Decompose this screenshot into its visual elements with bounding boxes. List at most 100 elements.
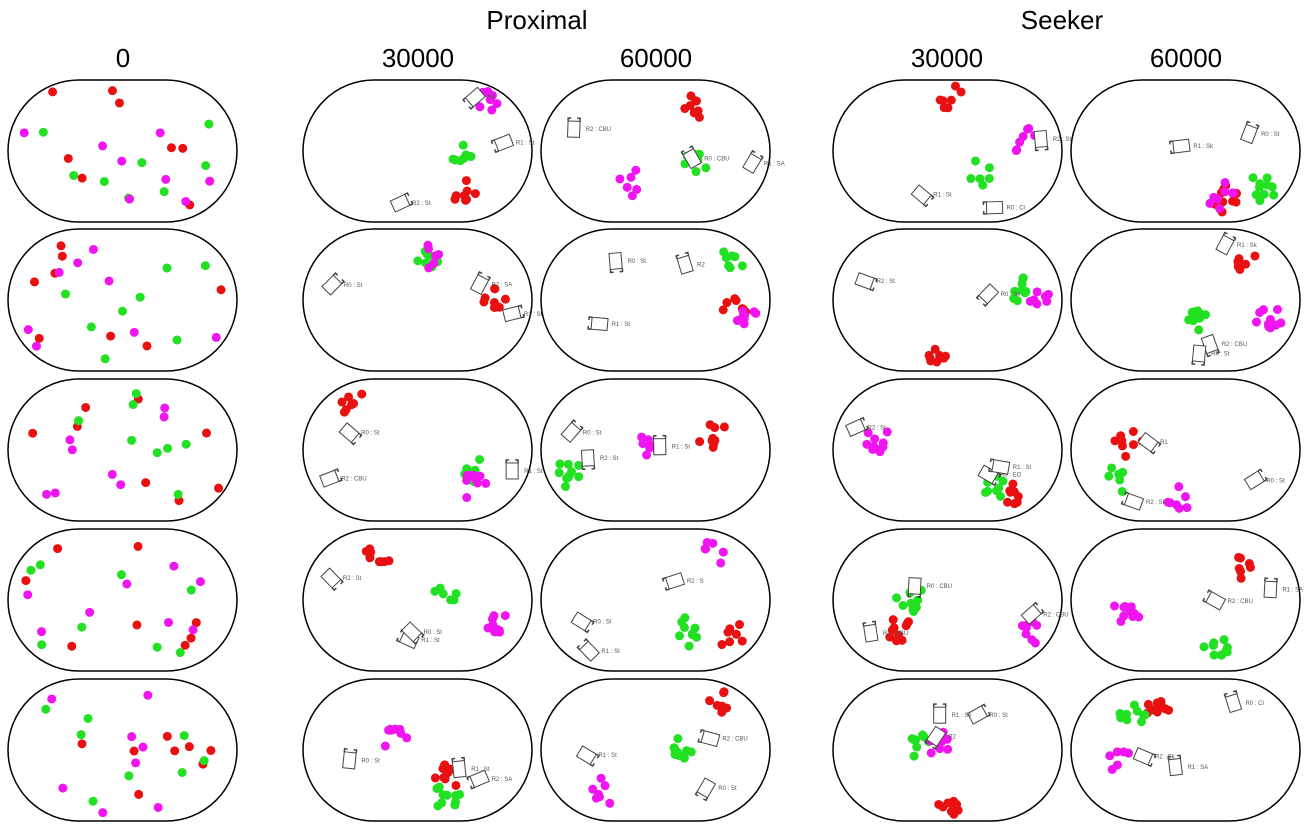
arena (8, 80, 237, 222)
puck (181, 197, 190, 206)
robot-label: R2 : Sk (1146, 500, 1167, 506)
robot-label: R0 : St (424, 630, 443, 636)
robot-label: R2 : SA (492, 283, 513, 289)
robot-body (1169, 758, 1183, 775)
puck (1234, 553, 1243, 562)
puck (24, 325, 33, 334)
puck (565, 471, 574, 480)
puck (1235, 564, 1244, 573)
puck (439, 589, 448, 598)
arena-wall (8, 229, 237, 371)
arena: R0 : SkR2 : St (833, 229, 1062, 371)
puck (174, 490, 183, 499)
puck (37, 627, 46, 636)
puck (1174, 482, 1183, 491)
arena: R0 : StR2R1 : Sk (833, 679, 1062, 821)
puck (870, 434, 879, 443)
arena-wall (8, 529, 237, 671)
puck (673, 734, 682, 743)
puck (1042, 297, 1051, 306)
robot-label: R1 : St (672, 445, 691, 451)
puck (462, 176, 471, 185)
arena: R0 : StR2 : CBUR1 : St (303, 379, 543, 521)
robot-label: R0 : St (583, 430, 602, 436)
puck (108, 86, 117, 95)
puck (42, 490, 51, 499)
puck (910, 752, 919, 761)
puck (632, 185, 641, 194)
puck (134, 542, 143, 551)
puck (631, 166, 640, 175)
puck (475, 455, 484, 464)
puck (431, 773, 440, 782)
robot-body (591, 317, 608, 330)
puck (1115, 709, 1124, 718)
puck (463, 186, 472, 195)
puck (202, 429, 211, 438)
puck (708, 436, 717, 445)
robot-body (908, 578, 921, 595)
puck (189, 625, 198, 634)
puck (1264, 322, 1273, 331)
puck (909, 607, 918, 616)
puck (117, 157, 126, 166)
puck (701, 545, 710, 554)
puck (204, 120, 213, 129)
puck (161, 175, 170, 184)
puck (1032, 621, 1041, 630)
puck (680, 623, 689, 632)
robot-label: R0 (487, 95, 495, 101)
puck (156, 128, 165, 137)
arena (8, 379, 237, 521)
robot-label: R1 : Sk (952, 713, 973, 719)
puck (1252, 190, 1261, 199)
puck (1209, 193, 1218, 202)
robot-body (1173, 139, 1190, 153)
puck (413, 256, 422, 265)
puck (985, 163, 994, 172)
puck (21, 576, 30, 585)
puck (943, 103, 952, 112)
robot-label: R0 : St (1266, 478, 1285, 484)
puck (1249, 173, 1258, 182)
puck (130, 747, 139, 756)
robot-body (581, 450, 594, 467)
puck (153, 643, 162, 652)
puck (85, 608, 94, 617)
puck (1110, 436, 1119, 445)
puck (435, 782, 444, 791)
puck (36, 560, 45, 569)
puck (124, 771, 133, 780)
puck (30, 277, 39, 286)
robot-label: R0 : St (344, 283, 363, 289)
column-title: 60000 (620, 43, 692, 73)
puck (57, 241, 66, 250)
puck (55, 268, 64, 277)
puck (136, 293, 145, 302)
puck (178, 768, 187, 777)
puck (1210, 651, 1219, 660)
puck (81, 403, 90, 412)
puck (727, 251, 736, 260)
robot-label: R1 : St (516, 141, 535, 147)
puck (387, 726, 396, 735)
puck (685, 642, 694, 651)
robot-label: R2 : Sk (1155, 754, 1176, 760)
arena: R1 : SAR2 : SkR0 : Cl (1071, 679, 1300, 821)
puck (615, 174, 624, 183)
puck (1129, 440, 1138, 449)
puck (73, 258, 82, 267)
puck (139, 743, 148, 752)
puck (1221, 646, 1230, 655)
robot-label: R0 : St (989, 713, 1008, 719)
puck (719, 247, 728, 256)
puck (78, 174, 87, 183)
puck (105, 276, 114, 285)
puck (125, 195, 134, 204)
puck (58, 784, 67, 793)
puck (434, 250, 443, 259)
puck (127, 732, 136, 741)
puck (1030, 295, 1039, 304)
puck (1110, 601, 1119, 610)
puck (701, 163, 710, 172)
